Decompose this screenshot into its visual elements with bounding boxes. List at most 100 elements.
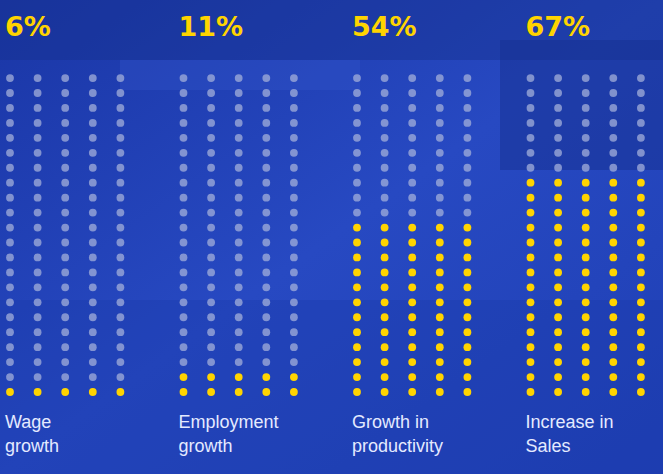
empty-dot [262, 134, 270, 142]
filled-dot [262, 373, 270, 381]
empty-dot [262, 164, 270, 172]
empty-dot [117, 89, 125, 97]
empty-dot [207, 134, 215, 142]
empty-dot [353, 74, 361, 82]
empty-dot [609, 164, 617, 172]
filled-dot [436, 254, 444, 262]
empty-dot [207, 328, 215, 336]
empty-dot [117, 209, 125, 217]
empty-dot [353, 164, 361, 172]
empty-dot [89, 358, 97, 366]
empty-dot [436, 134, 444, 142]
filled-dot [464, 373, 472, 381]
filled-dot [554, 209, 562, 217]
empty-dot [180, 343, 188, 351]
empty-dot [262, 209, 270, 217]
empty-dot [61, 254, 69, 262]
empty-dot [353, 209, 361, 217]
empty-dot [207, 104, 215, 112]
empty-dot [6, 254, 14, 262]
empty-dot [408, 89, 416, 97]
empty-dot [353, 194, 361, 202]
background [0, 0, 663, 474]
empty-dot [61, 119, 69, 127]
empty-dot [34, 179, 42, 187]
filled-dot [436, 224, 444, 232]
filled-dot [637, 269, 645, 277]
empty-dot [527, 74, 535, 82]
empty-dot [117, 134, 125, 142]
empty-dot [207, 194, 215, 202]
filled-dot [464, 269, 472, 277]
empty-dot [89, 343, 97, 351]
empty-dot [464, 74, 472, 82]
empty-dot [290, 119, 298, 127]
filled-dot [408, 313, 416, 321]
empty-dot [527, 134, 535, 142]
empty-dot [180, 313, 188, 321]
filled-dot [381, 388, 389, 396]
filled-dot [464, 239, 472, 247]
filled-dot [464, 313, 472, 321]
empty-dot [235, 89, 243, 97]
empty-dot [34, 209, 42, 217]
empty-dot [609, 104, 617, 112]
filled-dot [353, 269, 361, 277]
empty-dot [34, 283, 42, 291]
empty-dot [6, 239, 14, 247]
empty-dot [34, 328, 42, 336]
empty-dot [61, 239, 69, 247]
filled-dot [408, 269, 416, 277]
empty-dot [235, 179, 243, 187]
category-label: Employmentgrowth [179, 412, 279, 456]
empty-dot [609, 74, 617, 82]
filled-dot [436, 313, 444, 321]
empty-dot [436, 104, 444, 112]
empty-dot [408, 194, 416, 202]
empty-dot [464, 164, 472, 172]
empty-dot [89, 179, 97, 187]
filled-dot [408, 239, 416, 247]
empty-dot [6, 134, 14, 142]
empty-dot [609, 89, 617, 97]
filled-dot [637, 283, 645, 291]
empty-dot [61, 298, 69, 306]
empty-dot [290, 104, 298, 112]
empty-dot [61, 104, 69, 112]
filled-dot [582, 358, 590, 366]
filled-dot [637, 373, 645, 381]
empty-dot [262, 104, 270, 112]
filled-dot [582, 239, 590, 247]
empty-dot [6, 209, 14, 217]
empty-dot [207, 239, 215, 247]
empty-dot [89, 209, 97, 217]
empty-dot [34, 194, 42, 202]
empty-dot [117, 373, 125, 381]
empty-dot [290, 74, 298, 82]
filled-dot [582, 209, 590, 217]
filled-dot [609, 254, 617, 262]
filled-dot [290, 388, 298, 396]
filled-dot [527, 209, 535, 217]
label-line: Wage [5, 412, 51, 432]
empty-dot [89, 104, 97, 112]
filled-dot [527, 269, 535, 277]
empty-dot [582, 104, 590, 112]
filled-dot [554, 313, 562, 321]
empty-dot [89, 164, 97, 172]
filled-dot [609, 388, 617, 396]
filled-dot [436, 388, 444, 396]
empty-dot [290, 328, 298, 336]
empty-dot [637, 164, 645, 172]
filled-dot [381, 269, 389, 277]
filled-dot [637, 328, 645, 336]
value-label: 11% [179, 11, 244, 42]
empty-dot [290, 194, 298, 202]
empty-dot [235, 224, 243, 232]
empty-dot [117, 269, 125, 277]
filled-dot [436, 373, 444, 381]
empty-dot [235, 209, 243, 217]
empty-dot [235, 134, 243, 142]
filled-dot [353, 254, 361, 262]
empty-dot [408, 209, 416, 217]
